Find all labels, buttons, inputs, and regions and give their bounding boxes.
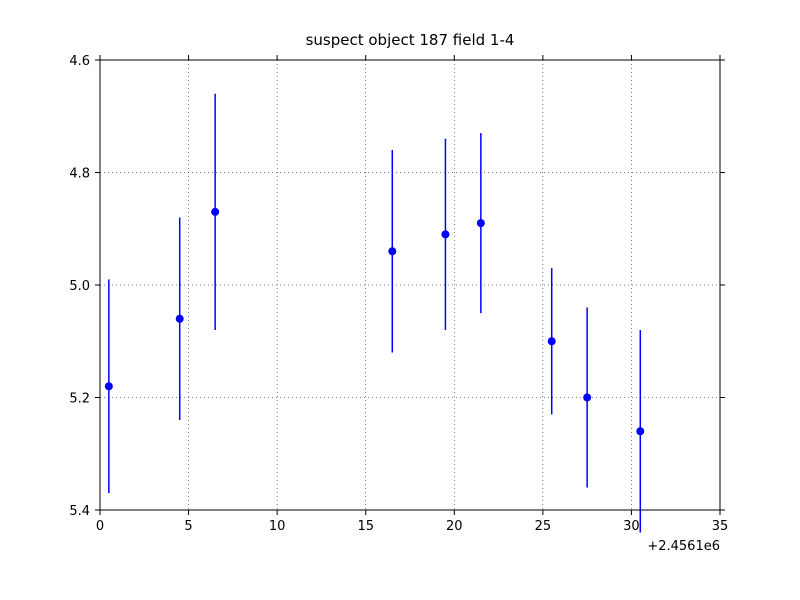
data-point — [176, 315, 184, 323]
xtick-label: 5 — [184, 519, 192, 534]
xtick-label: 30 — [623, 519, 640, 534]
data-point — [105, 382, 113, 390]
data-point — [477, 219, 485, 227]
data-point — [441, 230, 449, 238]
data-point — [211, 208, 219, 216]
xtick-label: 15 — [357, 519, 374, 534]
x-offset-label: +2.4561e6 — [647, 539, 720, 554]
xtick-label: 20 — [446, 519, 463, 534]
xtick-label: 35 — [712, 519, 729, 534]
data-point — [583, 394, 591, 402]
data-point — [548, 337, 556, 345]
ytick-label: 5.2 — [69, 392, 90, 407]
xtick-label: 25 — [535, 519, 552, 534]
data-point — [636, 427, 644, 435]
ytick-label: 4.6 — [69, 54, 90, 69]
chart-title: suspect object 187 field 1-4 — [306, 31, 515, 49]
data-point — [388, 247, 396, 255]
ytick-label: 5.0 — [69, 279, 90, 294]
chart-container: 0 5 10 15 20 25 30 35 4.6 4.8 5.0 5.2 5.4 suspect obj… — [0, 0, 800, 600]
xtick-label: 10 — [269, 519, 286, 534]
ytick-label: 4.8 — [69, 167, 90, 182]
ytick-label: 5.4 — [69, 504, 90, 519]
errorbar-chart: 0 5 10 15 20 25 30 35 4.6 4.8 5.0 5.2 5.4 suspect obj… — [0, 0, 800, 600]
xtick-label: 0 — [96, 519, 104, 534]
